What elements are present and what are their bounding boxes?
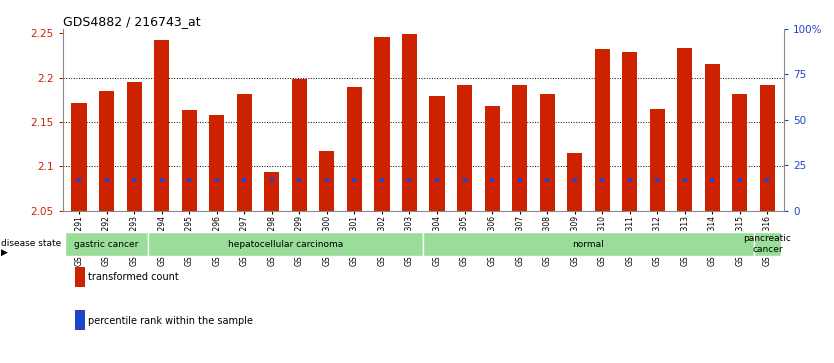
Bar [65,232,148,256]
Bar [237,94,252,211]
Text: normal: normal [573,240,605,249]
Bar [705,65,720,211]
Bar [402,34,417,211]
Bar [677,48,692,211]
Bar [732,94,747,211]
Bar [512,85,527,211]
Text: ▶: ▶ [1,248,8,257]
Bar [209,115,224,211]
Bar [264,172,279,211]
Text: disease state: disease state [1,239,61,248]
Text: GDS4882 / 216743_at: GDS4882 / 216743_at [63,15,200,28]
Bar [760,85,775,211]
Bar [154,40,169,211]
Bar [423,232,754,256]
Bar [485,106,500,211]
Bar [72,102,87,211]
Text: transformed count: transformed count [88,272,179,282]
Bar [754,232,781,256]
Bar [148,232,423,256]
Bar [430,96,445,211]
Bar [595,49,610,211]
Bar [99,91,114,211]
Bar [567,153,582,211]
Text: hepatocellular carcinoma: hepatocellular carcinoma [228,240,344,249]
Text: pancreatic
cancer: pancreatic cancer [743,234,791,254]
Bar [347,87,362,211]
Bar [127,82,142,211]
Bar [622,52,637,211]
Text: percentile rank within the sample: percentile rank within the sample [88,315,254,326]
Bar [650,109,665,211]
Bar [540,94,555,211]
Bar [182,110,197,211]
Bar [374,37,389,211]
Bar [319,151,334,211]
Bar [457,85,472,211]
Bar [292,79,307,211]
Text: gastric cancer: gastric cancer [74,240,138,249]
